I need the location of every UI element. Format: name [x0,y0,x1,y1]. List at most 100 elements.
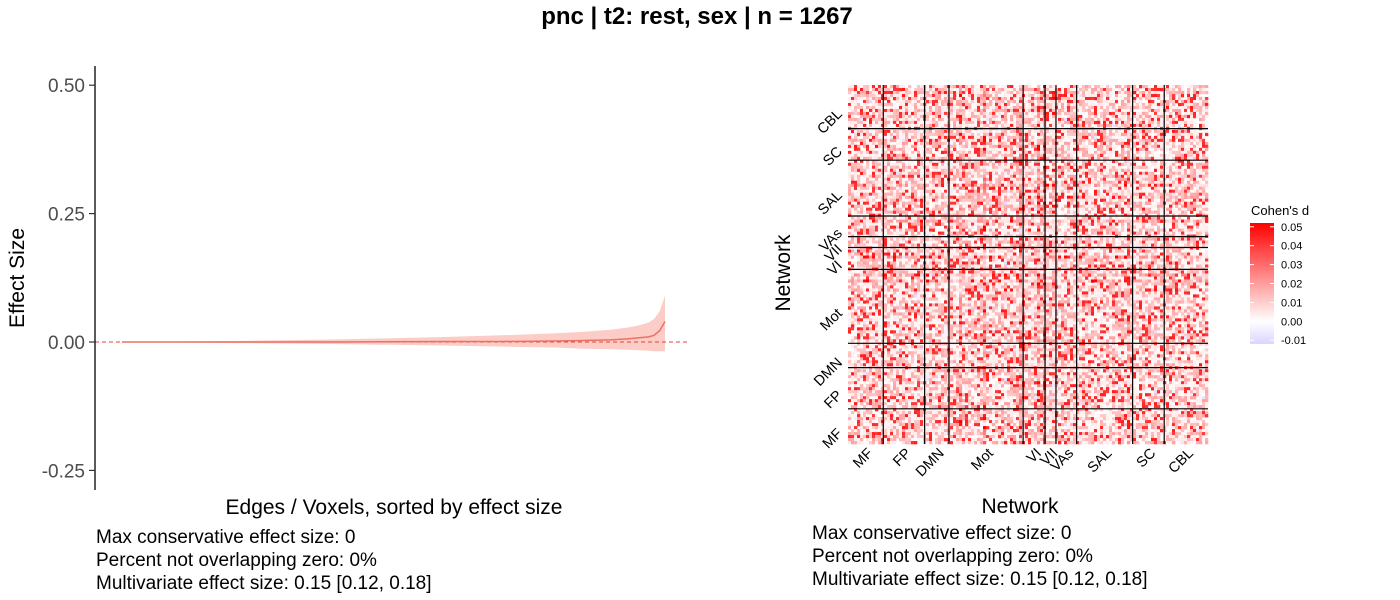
heatmap-cell [926,135,930,140]
heatmap-cell [1193,177,1197,182]
heatmap-cell [1058,96,1062,101]
heatmap-cell [932,105,936,110]
heatmap-cell [1148,207,1152,211]
heatmap-cell [944,162,948,167]
heatmap-cell [1070,135,1074,140]
heatmap-cell [1187,216,1191,220]
heatmap-cell [959,96,963,101]
heatmap-cell [893,210,897,214]
heatmap-cell [917,150,921,155]
heatmap-cell [1124,114,1128,119]
heatmap-cell [1148,87,1152,92]
heatmap-cell [995,219,999,223]
heatmap-cell [1052,120,1056,125]
heatmap-cell [932,123,936,128]
heatmap-cell [1133,219,1137,223]
heatmap-cell [1031,114,1035,119]
heatmap-cell [1154,135,1158,140]
heatmap-cell [995,189,999,193]
heatmap-cell [1097,117,1101,122]
heatmap-cell [1037,93,1041,98]
heatmap-cell [953,138,957,143]
heatmap-cell [1145,180,1149,185]
heatmap-cell [1139,186,1143,191]
heatmap-cell [1181,225,1185,229]
heatmap-cell [959,138,963,143]
heatmap-cell [965,192,969,196]
heatmap-cell [980,141,984,146]
heatmap-cell [992,156,996,161]
heatmap-cell [914,120,918,125]
heatmap-cell [1067,168,1071,173]
heatmap-cell [1010,186,1014,191]
heatmap-cell [1172,120,1176,125]
y-tick-label: -0.25 [42,461,85,482]
heatmap-cell [1127,177,1131,182]
heatmap-cell [1133,174,1137,179]
heatmap-cell [1073,144,1077,149]
heatmap-cell [1094,117,1098,122]
heatmap-cell [1082,147,1086,152]
heatmap-cell [1088,204,1092,208]
heatmap-cell [1040,111,1044,116]
heatmap-cell [944,213,948,217]
heatmap-cell [1058,174,1062,179]
heatmap-cell [1097,153,1101,158]
heatmap-cell [905,93,909,98]
heatmap-cell [866,99,870,104]
heatmap-cell [1046,171,1050,176]
heatmap-cell [1178,90,1182,95]
heatmap-cell [1157,129,1161,134]
heatmap-cell [1109,216,1113,220]
heatmap-cell [1055,135,1059,140]
heatmap-cell [1139,180,1143,185]
heatmap-cell [935,174,939,179]
heatmap-cell [956,162,960,167]
heatmap-cell [872,117,876,122]
heatmap-cell [863,108,867,113]
heatmap-cell [1097,204,1101,208]
heatmap-cell [989,120,993,125]
heatmap-cell [950,219,954,223]
heatmap-cell [1094,102,1098,107]
heatmap-cell [1094,189,1098,193]
heatmap-cell [1175,195,1179,199]
heatmap-cell [938,87,942,92]
heatmap-cell [1079,117,1083,122]
heatmap-cell [851,117,855,122]
heatmap-cell [941,192,945,196]
heatmap-cell [1091,96,1095,101]
heatmap-cell [896,198,900,202]
heatmap-cell [950,216,954,220]
heatmap-cell [1037,141,1041,146]
heatmap-cell [1142,207,1146,211]
heatmap-cell [974,105,978,110]
heatmap-cell [1196,135,1200,140]
heatmap-cell [1184,180,1188,185]
heatmap-cell [1136,111,1140,116]
heatmap-cell [848,114,852,119]
heatmap-cell [875,102,879,107]
heatmap-cell [908,129,912,134]
heatmap-cell [935,135,939,140]
heatmap-cell [869,90,873,95]
heatmap-cell [1073,210,1077,214]
heatmap-cell [887,147,891,152]
heatmap-cell [1010,87,1014,92]
heatmap-cell [974,96,978,101]
heatmap-cell [863,192,867,196]
heatmap-cell [950,213,954,217]
heatmap-cell [1169,153,1173,158]
heatmap-cell [1109,207,1113,211]
heatmap-cell [959,222,963,226]
heatmap-cell [896,213,900,217]
heatmap-cell [1181,204,1185,208]
heatmap-cell [965,186,969,191]
heatmap-cell [992,147,996,152]
heatmap-cell [944,183,948,188]
heatmap-cell [1151,99,1155,104]
heatmap-cell [1037,183,1041,188]
heatmap-cell [893,138,897,143]
heatmap-cell [977,219,981,223]
heatmap-cell [848,111,852,116]
